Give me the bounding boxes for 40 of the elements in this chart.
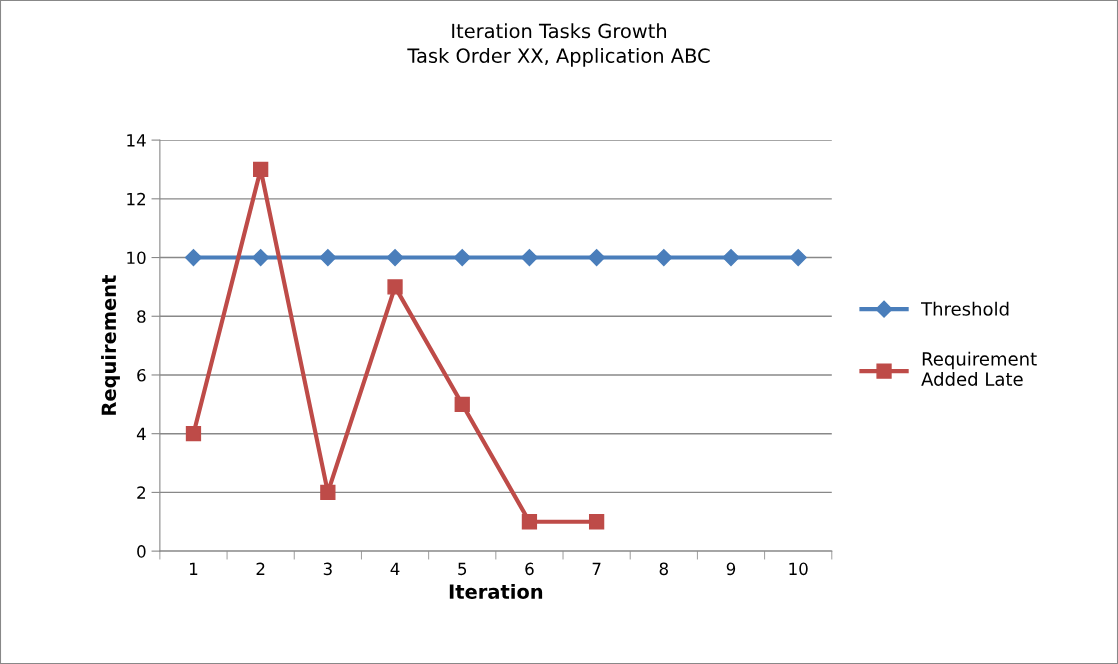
- point: [252, 248, 270, 267]
- point: [387, 279, 403, 295]
- point: [386, 248, 404, 267]
- chart-title: Iteration Tasks Growth Task Order XX, Application ABC: [407, 23, 710, 67]
- x-tick-label: 4: [390, 562, 400, 575]
- point: [789, 248, 807, 267]
- y-tick-label: 2: [137, 486, 146, 499]
- point: [185, 426, 202, 442]
- point: [320, 484, 336, 501]
- point: [454, 396, 470, 412]
- y-tick-label: 0: [137, 545, 146, 558]
- y-axis-title: Requirement: [101, 275, 120, 415]
- point: [722, 248, 740, 267]
- x-tick-label: 2: [256, 562, 265, 575]
- y-tick-label: 6: [137, 368, 146, 382]
- x-tick-label: 9: [726, 562, 736, 576]
- x-axis-title: Iteration: [449, 583, 543, 599]
- y-tick-label: 12: [127, 192, 146, 206]
- point: [655, 248, 673, 267]
- point: [520, 248, 538, 267]
- x-tick-label: 5: [458, 562, 467, 576]
- y-tick-label: 8: [137, 310, 146, 323]
- x-tick-label: 8: [659, 562, 668, 576]
- y-tick-label: 10: [127, 251, 146, 265]
- y-tick-label: 14: [127, 134, 146, 147]
- x-tick-label: 10: [789, 562, 808, 576]
- legend-label: Requirement Added Late: [921, 351, 1037, 386]
- x-tick-label: 6: [525, 562, 534, 576]
- point: [253, 161, 269, 178]
- point: [453, 248, 471, 267]
- x-tick-label: 1: [190, 562, 198, 575]
- legend-label: Threshold: [921, 301, 1009, 316]
- x-tick-label: 7: [592, 562, 601, 575]
- point: [588, 514, 605, 530]
- x-tick-label: 3: [323, 562, 332, 576]
- point: [588, 248, 606, 267]
- point: [319, 248, 337, 267]
- y-tick-label: 4: [136, 427, 146, 441]
- point: [521, 514, 538, 530]
- point: [184, 248, 203, 267]
